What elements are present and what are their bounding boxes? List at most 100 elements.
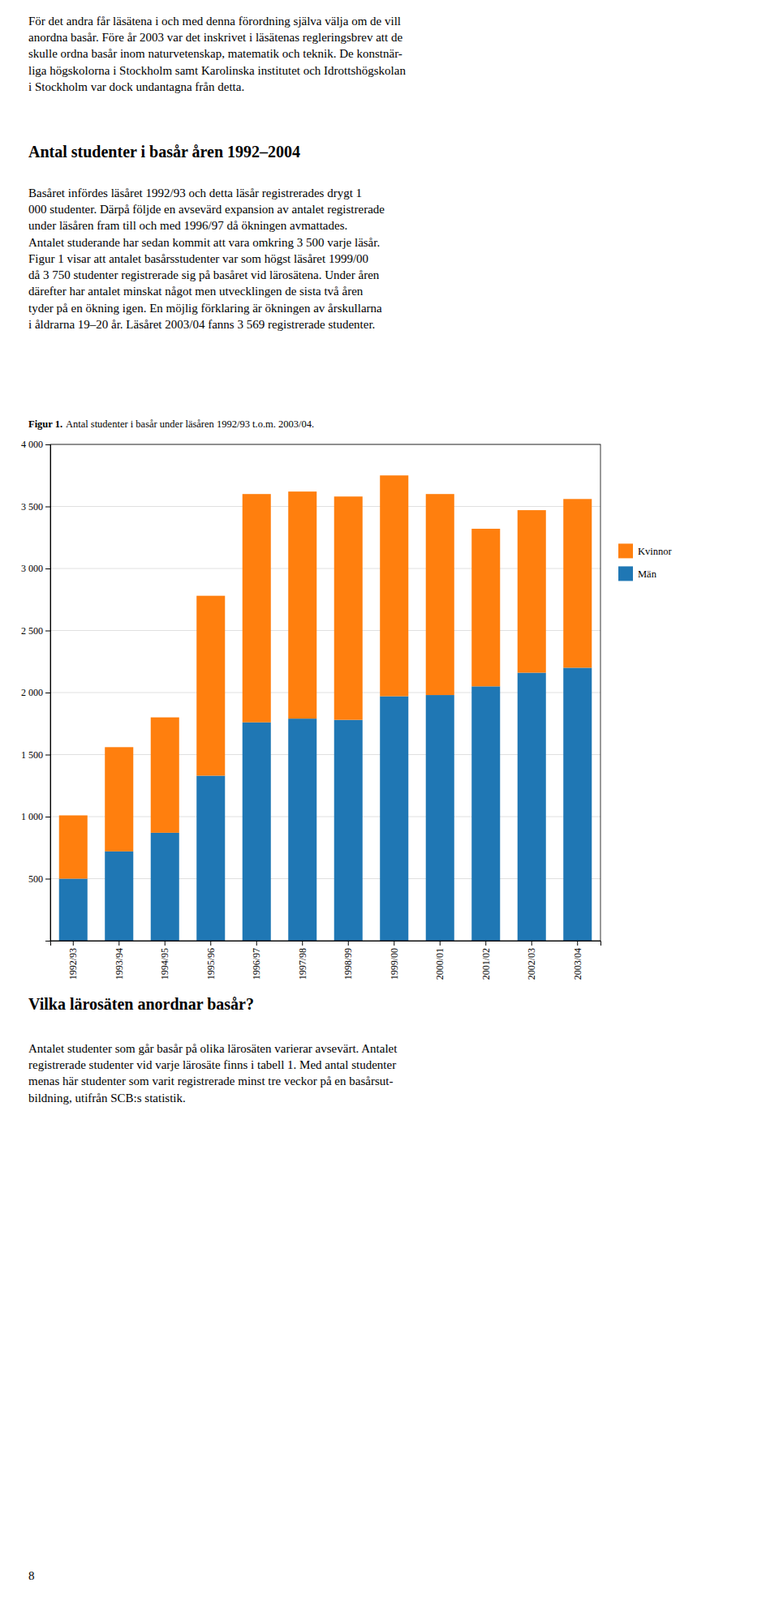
y-tick-mark — [45, 444, 51, 446]
body-text: därefter har antalet minskat något men u… — [28, 284, 364, 298]
bar — [196, 596, 225, 777]
y-tick-label: 2 000 — [21, 687, 44, 699]
x-tick-mark — [210, 941, 211, 947]
bar — [379, 697, 409, 942]
y-tick-mark — [45, 755, 51, 757]
bar — [104, 747, 134, 853]
x-tick-mark — [485, 941, 487, 947]
x-axis: 1992/93 1993/94 1994/95 1995/96 1996/97 1997/… — [51, 941, 602, 981]
bar — [563, 667, 592, 942]
y-tick-label: 500 — [28, 873, 44, 886]
x-tick: 2001/02 — [480, 941, 492, 981]
x-tick: 2002/03 — [525, 941, 538, 981]
body-text: i åldrarna 19–20 år. Läsåret 2003/04 fan… — [28, 318, 375, 332]
bar — [242, 723, 272, 942]
bar — [288, 491, 317, 719]
x-tick-mark — [439, 941, 441, 947]
bar — [471, 529, 500, 687]
figure-caption: Antal studenter i basår under läsåren 19… — [65, 418, 315, 431]
x-tick-label: 2001/02 — [480, 948, 492, 981]
bar — [334, 496, 363, 720]
y-tick: 1 000 — [21, 811, 51, 823]
x-axis-line — [51, 942, 602, 947]
body-text: För det andra får läsätena i och med den… — [28, 14, 401, 28]
y-axis: 5001 0001 5002 0002 5003 0003 5004 000 — [21, 438, 52, 942]
bar — [242, 494, 272, 724]
y-tick-mark — [45, 817, 51, 818]
bar — [334, 720, 363, 942]
heading: Antal studenter i basår åren 1992–2004 — [28, 142, 301, 161]
x-tick-label: 1998/99 — [342, 948, 354, 981]
x-tick-label: 1992/93 — [67, 948, 79, 981]
body-text: under läsåren fram till och med 1996/97 … — [28, 219, 348, 233]
chart: 5001 0001 5002 0002 5003 0003 5004 00019… — [21, 438, 673, 981]
x-tick: 1993/94 — [113, 941, 125, 981]
y-tick: 500 — [28, 873, 51, 886]
grid-line — [50, 506, 601, 508]
series — [59, 475, 593, 879]
legend-label: Män — [637, 568, 658, 581]
x-tick: 1998/99 — [342, 941, 354, 981]
x-tick-label: 1999/00 — [388, 948, 401, 981]
y-tick-label: 3 500 — [21, 501, 44, 513]
legend-swatch — [618, 566, 633, 582]
x-tick: 1996/97 — [250, 941, 263, 981]
legend-item: Kvinnor — [618, 543, 673, 559]
body-text: liga högskolorna i Stockholm samt Karoli… — [28, 64, 406, 78]
x-tick-mark — [576, 941, 578, 947]
y-tick-mark — [45, 879, 51, 881]
y-tick-label: 1 500 — [21, 749, 44, 762]
x-tick-label: 1996/97 — [250, 948, 263, 981]
x-tick-mark — [393, 941, 395, 947]
x-tick-mark — [256, 941, 258, 947]
body-text: 000 studenter. Därpå följde en avsevärd … — [28, 202, 385, 216]
y-tick: 2 500 — [21, 625, 51, 637]
legend-swatch — [618, 543, 633, 559]
body-text: i Stockholm var dock undantagna från det… — [28, 80, 245, 94]
x-tick: 1994/95 — [159, 941, 171, 981]
x-tick: 1999/00 — [388, 941, 401, 981]
x-tick-label: 1994/95 — [159, 948, 171, 981]
page: För det andra får läsätena i och med den… — [0, 0, 779, 1600]
body-text: tyder på en ökning igen. En möjlig förkl… — [28, 301, 383, 315]
y-tick-mark — [45, 631, 51, 633]
body-text: Antalet studerande har sedan kommit att … — [28, 236, 380, 250]
y-tick-label: 2 500 — [21, 625, 44, 637]
y-tick: 3 500 — [21, 501, 51, 513]
y-tick-mark — [45, 568, 51, 570]
body-text: menas här studenter som varit registrera… — [28, 1075, 393, 1089]
x-tick: 2003/04 — [572, 941, 584, 981]
body-text: Antalet studenter som går basår på olika… — [28, 1042, 398, 1056]
y-tick: 2 000 — [21, 687, 51, 699]
bar — [150, 718, 180, 834]
bar — [196, 776, 225, 942]
x-tick-mark — [118, 941, 120, 947]
y-tick: 3 000 — [21, 563, 51, 575]
x-tick-mark — [301, 941, 303, 947]
legend: Kvinnor Män — [618, 543, 673, 582]
figure-label: Figur 1. — [28, 418, 63, 431]
y-tick-label: 1 000 — [21, 811, 44, 823]
body-text: registrerade studenter vid varje lärosät… — [28, 1058, 396, 1072]
x-tick-label: 2000/01 — [434, 948, 446, 981]
x-tick: 2000/01 — [434, 941, 446, 981]
x-tick-mark — [348, 941, 349, 947]
bar — [288, 718, 317, 942]
y-tick-mark — [45, 692, 51, 694]
bar — [563, 499, 592, 668]
x-tick: 1995/96 — [205, 941, 217, 981]
bar — [426, 494, 455, 696]
bar — [517, 673, 547, 942]
x-tick: 1997/98 — [296, 941, 309, 981]
bar — [426, 695, 455, 942]
x-tick-label: 2002/03 — [525, 948, 538, 981]
body-text: anordna basår. Före år 2003 var det insk… — [28, 30, 403, 44]
y-tick-mark — [45, 507, 51, 508]
x-tick-label: 1993/94 — [113, 948, 125, 981]
y-tick-label: 3 000 — [21, 563, 44, 575]
y-tick: 1 500 — [21, 749, 51, 762]
x-tick: 1992/93 — [67, 941, 79, 981]
bar — [379, 475, 409, 697]
bar — [59, 879, 88, 943]
y-axis-line — [45, 445, 52, 943]
